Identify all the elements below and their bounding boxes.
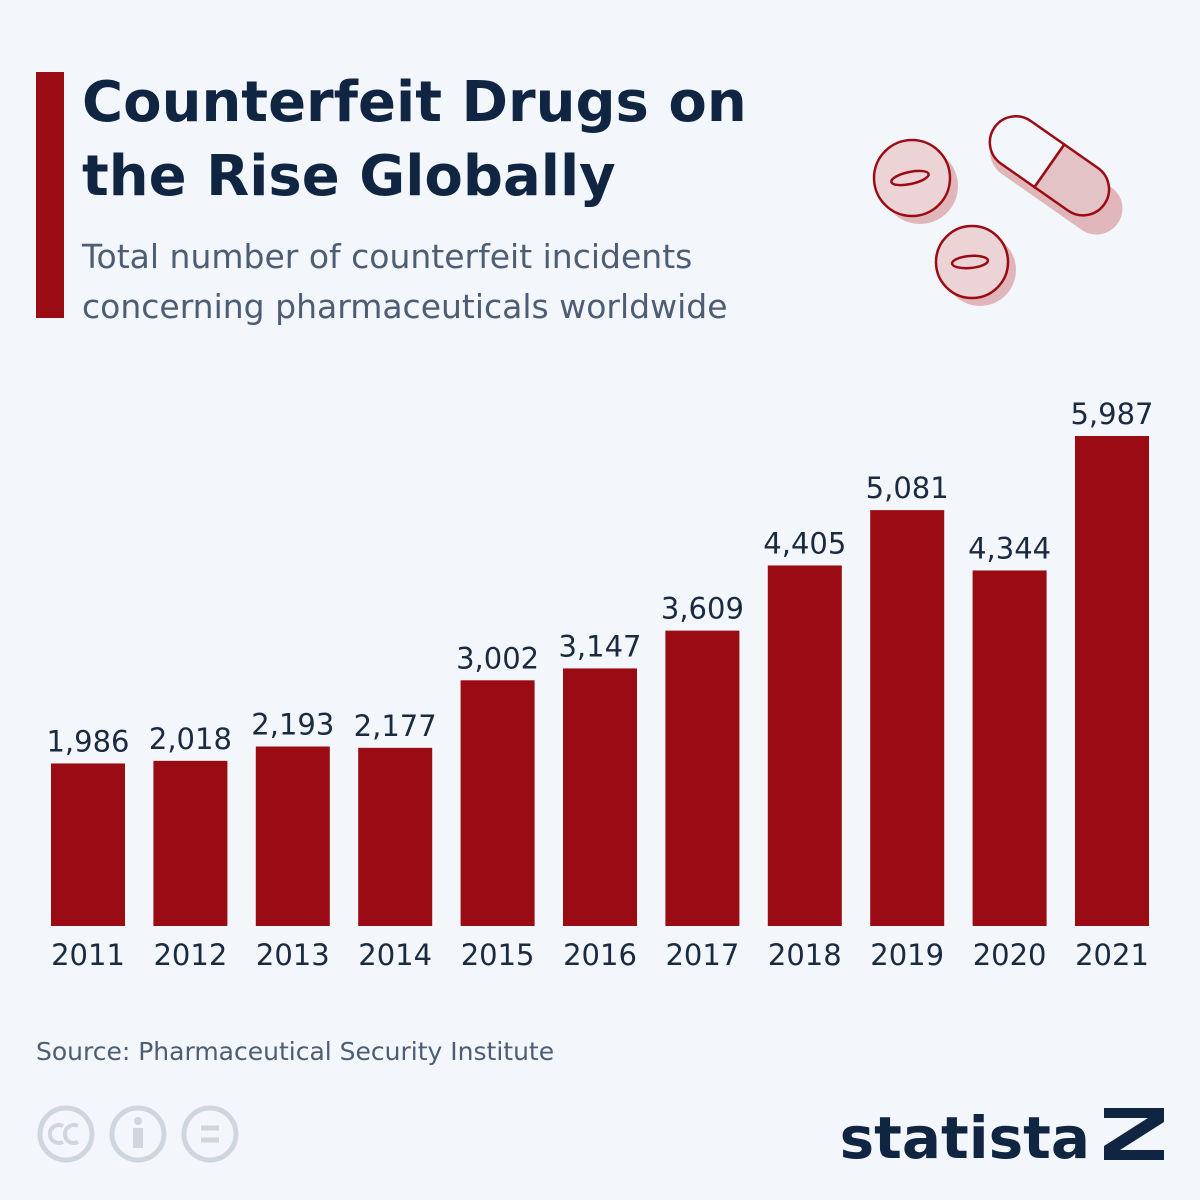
bar: [563, 668, 637, 926]
x-tick-label: 2015: [461, 938, 535, 972]
value-label: 3,609: [661, 592, 744, 626]
value-label: 3,147: [558, 629, 641, 663]
x-tick-label: 2011: [51, 938, 125, 972]
bar: [665, 630, 740, 926]
x-tick-label: 2014: [358, 938, 432, 972]
bar: [767, 565, 842, 926]
value-label: 5,081: [866, 471, 949, 505]
bar: [255, 746, 330, 926]
bar: [460, 680, 535, 926]
x-tick-label: 2018: [768, 938, 842, 972]
value-label: 3,002: [456, 641, 539, 675]
brand-logo: statista: [840, 1104, 1090, 1172]
x-tick-label: 2017: [665, 938, 739, 972]
bar: [972, 570, 1047, 926]
bar: [870, 510, 945, 926]
value-label: 2,018: [149, 722, 232, 756]
license-icons: [37, 1105, 239, 1163]
brand-mark: [1104, 1108, 1164, 1160]
source-note: Source: Pharmaceutical Security Institut…: [36, 1037, 554, 1066]
x-tick-label: 2021: [1075, 938, 1149, 972]
x-tick-label: 2019: [870, 938, 944, 972]
value-label: 4,405: [763, 526, 846, 560]
x-tick-label: 2020: [973, 938, 1047, 972]
chart-title: Counterfeit Drugs on the Rise Globally: [82, 70, 747, 209]
chart-subtitle: Total number of counterfeit incidents co…: [82, 237, 728, 326]
x-tick-label: 2016: [563, 938, 637, 972]
value-label: 1,986: [46, 724, 129, 758]
pill-illustration: [872, 115, 1123, 306]
bar: [51, 763, 125, 926]
bar: [1075, 436, 1149, 926]
accent-bar: [36, 72, 64, 318]
bar: [153, 760, 228, 926]
value-label: 5,987: [1070, 397, 1153, 431]
bar: [358, 747, 433, 926]
x-tick-label: 2012: [153, 938, 227, 972]
value-label: 2,193: [251, 708, 334, 742]
x-tick-label: 2013: [256, 938, 330, 972]
value-label: 4,344: [968, 531, 1051, 565]
value-label: 2,177: [354, 709, 437, 743]
